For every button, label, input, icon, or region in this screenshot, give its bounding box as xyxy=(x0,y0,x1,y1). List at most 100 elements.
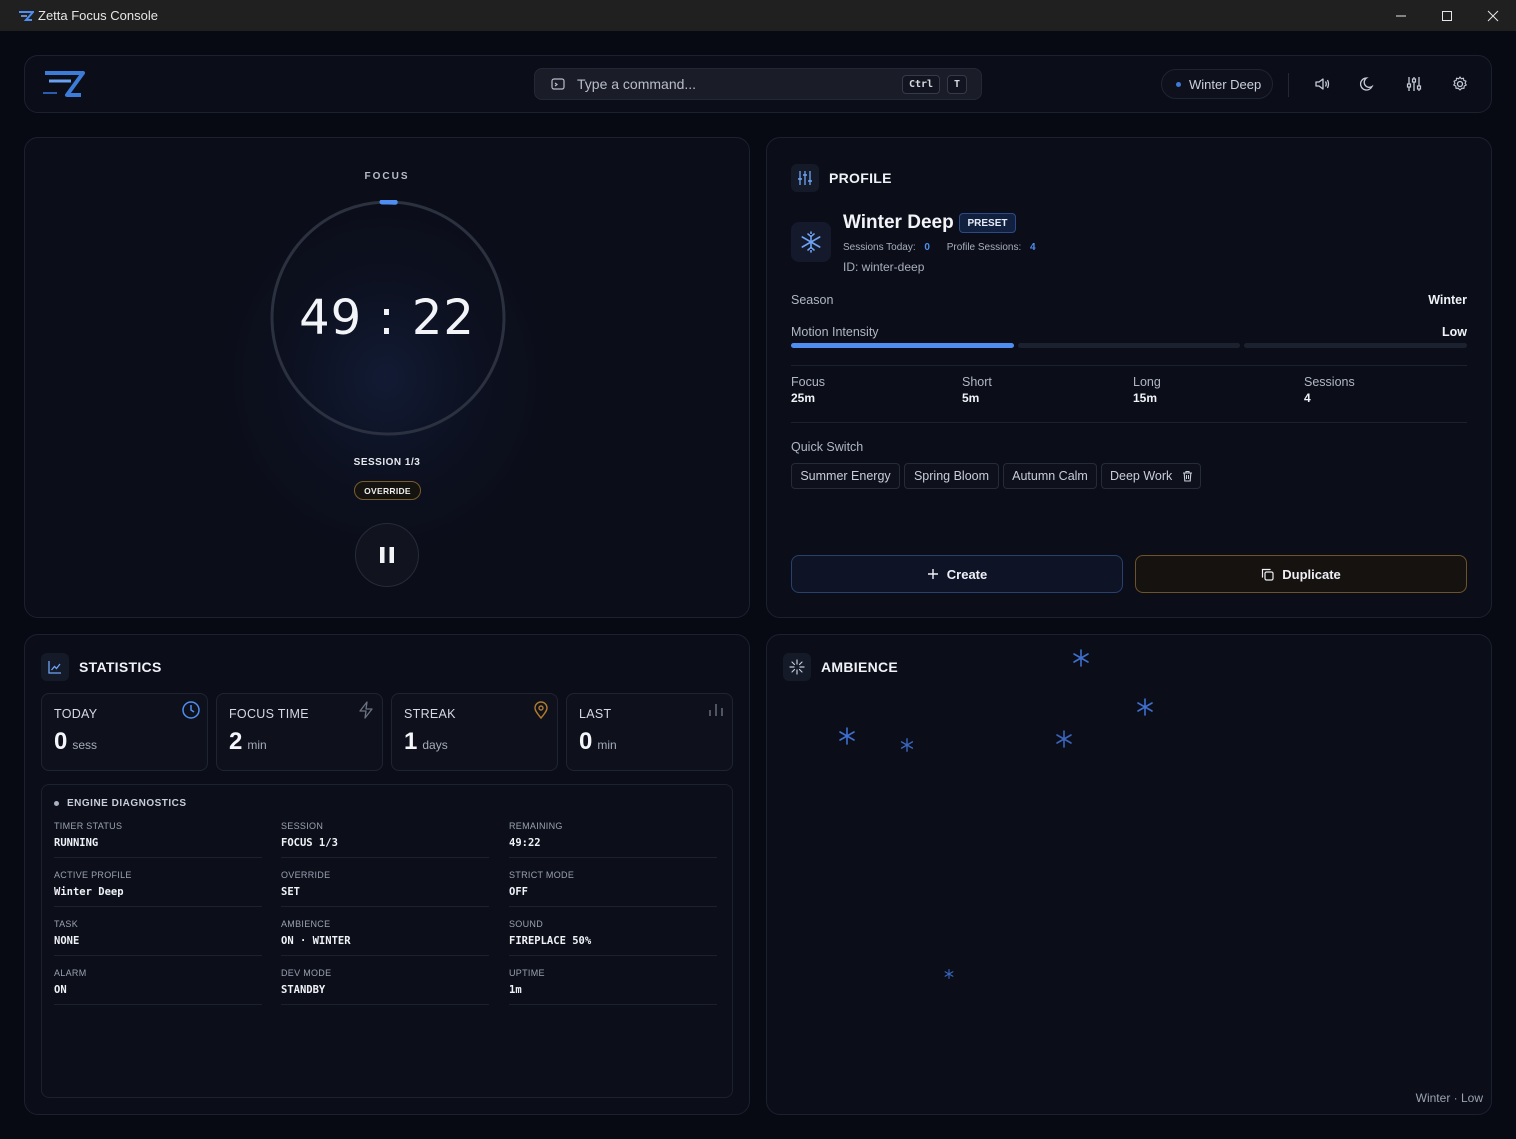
diagnostic-value: OFF xyxy=(509,886,528,898)
active-profile-pill[interactable]: Winter Deep xyxy=(1161,69,1273,99)
motion-intensity-segment xyxy=(791,343,1014,348)
diagnostic-value: FIREPLACE 50% xyxy=(509,935,592,947)
minimize-icon xyxy=(1396,15,1406,16)
chip-label: Deep Work xyxy=(1110,469,1173,483)
stat-unit: sess xyxy=(72,738,98,752)
diagnostic-label: TIMER STATUS xyxy=(54,821,123,831)
divider xyxy=(54,955,262,956)
season-label: Season xyxy=(791,293,834,307)
diagnostic-value: SET xyxy=(281,886,300,898)
diagnostic-label: AMBIENCE xyxy=(281,919,331,929)
top-bar: Type a command... Ctrl T Winter Deep xyxy=(24,55,1492,113)
create-profile-button[interactable]: Create xyxy=(791,555,1123,593)
diagnostic-value: STANDBY xyxy=(281,984,326,996)
sessions-today-label: Sessions Today: xyxy=(843,242,916,253)
close-icon xyxy=(1487,10,1499,21)
long-break-value: 15m xyxy=(1133,391,1158,405)
divider xyxy=(281,857,489,858)
stat-unit: min xyxy=(247,738,267,752)
sessions-today-value: 0 xyxy=(924,242,930,253)
motion-intensity-segment xyxy=(1018,343,1240,348)
diagnostic-value: Winter Deep xyxy=(54,886,124,898)
profile-sessions-label: Profile Sessions: xyxy=(946,242,1022,253)
stat-label: FOCUS TIME xyxy=(229,707,309,721)
divider xyxy=(54,906,262,907)
long-break-label: Long xyxy=(1133,375,1161,389)
trash-icon[interactable] xyxy=(1182,470,1193,482)
moon-icon[interactable] xyxy=(1359,75,1377,93)
divider xyxy=(54,1004,262,1005)
override-badge: OVERRIDE xyxy=(354,481,421,500)
quick-switch-deep-work[interactable]: Deep Work xyxy=(1101,463,1201,489)
profile-session-stats: Sessions Today: 0 Profile Sessions: 4 xyxy=(843,242,1036,253)
diagnostic-label: SOUND xyxy=(509,919,544,929)
diagnostic-value: 1m xyxy=(509,984,522,996)
diagnostic-value: ON · WINTER xyxy=(281,935,351,947)
divider xyxy=(509,906,717,907)
panel-title: PROFILE xyxy=(829,170,892,186)
duplicate-profile-button[interactable]: Duplicate xyxy=(1135,555,1467,593)
maximize-button[interactable] xyxy=(1424,0,1470,31)
quick-switch-autumn-calm[interactable]: Autumn Calm xyxy=(1003,463,1097,489)
stat-card-focus-time: FOCUS TIME 2 min xyxy=(216,693,383,771)
gear-icon[interactable] xyxy=(1451,75,1469,93)
app-logo-icon xyxy=(19,10,34,21)
diagnostic-value: NONE xyxy=(54,935,80,947)
preset-badge: PRESET xyxy=(959,213,1016,233)
diagnostic-label: STRICT MODE xyxy=(509,870,575,880)
profile-name: Winter Deep xyxy=(843,212,954,233)
divider xyxy=(281,955,489,956)
shortcut-key-ctrl: Ctrl xyxy=(902,75,940,94)
diagnostic-label: TASK xyxy=(54,919,79,929)
copy-icon xyxy=(1262,568,1274,581)
app-frame: Type a command... Ctrl T Winter Deep FOC… xyxy=(0,31,1516,1139)
stat-value: 0 sess xyxy=(54,728,97,756)
short-break-label: Short xyxy=(962,375,992,389)
close-button[interactable] xyxy=(1470,0,1516,31)
diagnostic-label: OVERRIDE xyxy=(281,870,331,880)
diagnostic-label: SESSION xyxy=(281,821,324,831)
focus-duration-value: 25m xyxy=(791,391,816,405)
diagnostic-label: DEV MODE xyxy=(281,968,332,978)
diagnostic-label: REMAINING xyxy=(509,821,563,831)
stat-value: 0 min xyxy=(579,728,617,756)
command-palette-input[interactable]: Type a command... Ctrl T xyxy=(534,68,982,100)
panel-title: STATISTICS xyxy=(79,659,162,675)
profile-header-icon-box xyxy=(791,164,819,192)
quick-switch-label: Quick Switch xyxy=(791,440,864,454)
season-value: Winter xyxy=(1428,293,1467,307)
timer-progress-ring xyxy=(270,200,506,436)
profile-sessions-value: 4 xyxy=(1030,242,1036,253)
timer-countdown: 49 : 22 xyxy=(299,290,475,346)
snowflake-icon xyxy=(839,727,855,745)
pause-button[interactable] xyxy=(355,523,419,587)
stat-number: 1 xyxy=(404,728,418,755)
divider xyxy=(509,1004,717,1005)
stat-label: STREAK xyxy=(404,707,456,721)
statistics-header-icon-box xyxy=(41,653,69,681)
create-label: Create xyxy=(946,566,988,582)
maximize-icon xyxy=(1442,10,1452,21)
sliders-icon[interactable] xyxy=(1405,75,1423,93)
ambience-header-icon-box xyxy=(783,653,811,681)
diagnostic-value: 49:22 xyxy=(509,837,541,849)
stat-unit: min xyxy=(597,738,617,752)
profile-id: ID: winter-deep xyxy=(843,260,925,274)
profile-panel: PROFILE Winter Deep PRESET Sessions Toda… xyxy=(766,137,1492,618)
quick-switch-summer-energy[interactable]: Summer Energy xyxy=(791,463,900,489)
diagnostic-value: RUNNING xyxy=(54,837,99,849)
volume-icon[interactable] xyxy=(1313,75,1331,93)
divider xyxy=(281,1004,489,1005)
short-break-value: 5m xyxy=(962,391,980,405)
sliders-icon xyxy=(798,171,812,185)
profile-avatar xyxy=(791,222,831,262)
bullet-dot xyxy=(54,801,59,806)
pause-icon xyxy=(380,547,394,563)
diagnostic-label: ACTIVE PROFILE xyxy=(54,870,132,880)
stat-number: 0 xyxy=(54,728,68,755)
snowflake-icon xyxy=(1073,649,1089,667)
window-titlebar: Zetta Focus Console xyxy=(0,0,1516,31)
stat-card-streak: STREAK 1 days xyxy=(391,693,558,771)
minimize-button[interactable] xyxy=(1378,0,1424,31)
quick-switch-spring-bloom[interactable]: Spring Bloom xyxy=(904,463,999,489)
